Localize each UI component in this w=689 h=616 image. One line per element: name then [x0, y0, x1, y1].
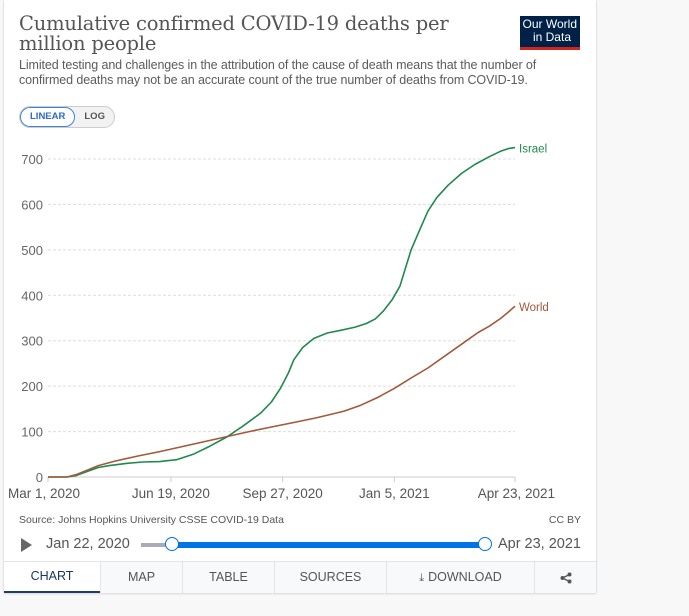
y-tick-label: 300: [21, 334, 43, 349]
y-tick-label: 0: [36, 470, 43, 485]
owid-logo[interactable]: Our World in Data: [520, 16, 580, 50]
scale-toggle: LINEAR LOG: [19, 106, 115, 128]
download-label: DOWNLOAD: [428, 570, 502, 584]
source-link[interactable]: Source: Johns Hopkins University CSSE CO…: [19, 514, 284, 526]
chart-subtitle: Limited testing and challenges in the at…: [19, 58, 537, 87]
play-icon[interactable]: [21, 538, 32, 552]
tab-bar: CHART MAP TABLE SOURCES ⤓ DOWNLOAD: [4, 561, 596, 593]
timeline-range[interactable]: [171, 542, 487, 548]
series-line-world[interactable]: [48, 305, 516, 478]
timeline-end-label: Apr 23, 2021: [497, 536, 581, 552]
x-tick-label: Jun 19, 2020: [132, 486, 210, 501]
linear-scale-button[interactable]: LINEAR: [20, 107, 76, 127]
y-tick-label: 700: [21, 152, 43, 167]
series-label-israel[interactable]: Israel: [519, 144, 547, 156]
tab-download[interactable]: ⤓ DOWNLOAD: [386, 562, 534, 593]
series-line-israel[interactable]: [48, 146, 516, 478]
x-tick-label: Mar 1, 2020: [8, 486, 80, 501]
logo-line-2: in Data: [532, 30, 571, 44]
tab-sources[interactable]: SOURCES: [274, 562, 386, 593]
y-tick-label: 200: [21, 379, 43, 394]
timeline-start-label: Jan 22, 2020: [46, 536, 130, 552]
license-link[interactable]: CC BY: [548, 514, 581, 526]
x-tick-label: Jan 5, 2021: [359, 486, 430, 501]
tab-chart[interactable]: CHART: [4, 562, 100, 593]
share-icon: [560, 572, 571, 584]
download-icon: ⤓: [419, 572, 425, 584]
x-tick-label: Apr 23, 2021: [478, 486, 555, 501]
timeline: Jan 22, 2020 Apr 23, 2021: [19, 535, 581, 555]
timeline-start-handle[interactable]: [165, 537, 179, 551]
chart-card: Cumulative confirmed COVID-19 deaths per…: [4, 0, 596, 593]
y-tick-label: 400: [21, 288, 43, 303]
log-scale-button[interactable]: LOG: [84, 111, 105, 122]
series-label-world[interactable]: World: [519, 302, 549, 314]
chart-title: Cumulative confirmed COVID-19 deaths per…: [19, 12, 449, 55]
x-tick-label: Sep 27, 2020: [242, 486, 322, 501]
tab-map[interactable]: MAP: [100, 562, 182, 593]
share-button[interactable]: [534, 562, 596, 593]
tab-table[interactable]: TABLE: [182, 562, 274, 593]
line-chart: 0 100 200 300 400 500 600 700 Mar 1, 2020 Jun 19…: [8, 144, 555, 501]
y-tick-label: 600: [21, 197, 43, 212]
logo-line-1: Our World: [522, 17, 577, 31]
y-tick-label: 500: [21, 243, 43, 258]
y-tick-label: 100: [21, 425, 43, 440]
timeline-end-handle[interactable]: [478, 537, 492, 551]
